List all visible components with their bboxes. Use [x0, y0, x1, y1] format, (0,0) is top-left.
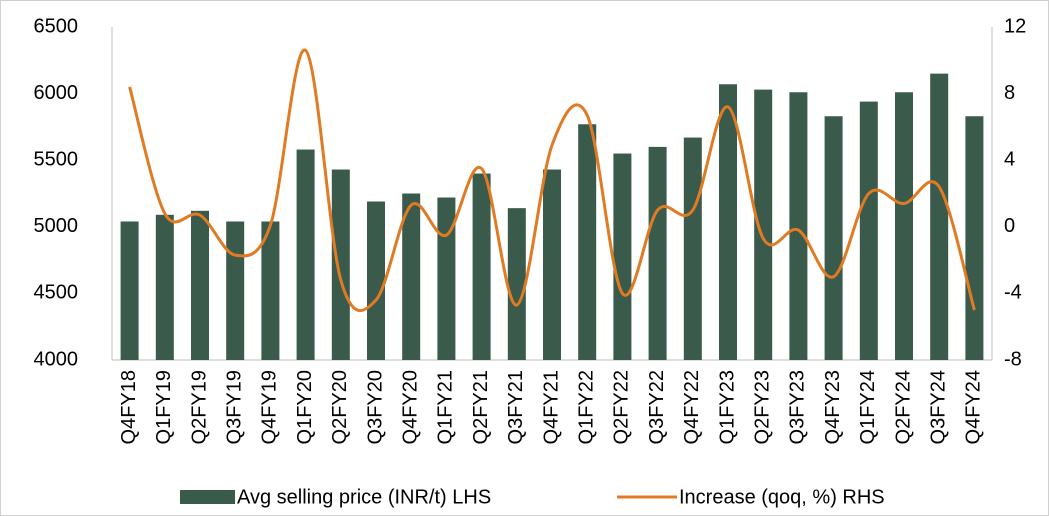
bar [895, 92, 913, 360]
x-tick-label: Q4FY23 [822, 370, 844, 444]
bar [155, 214, 174, 360]
bar [859, 101, 878, 360]
legend-label: Avg selling price (INR/t) LHS [237, 486, 491, 508]
y-tick-label: 4500 [34, 282, 79, 304]
bar [331, 169, 350, 360]
x-tick-label: Q2FY23 [751, 370, 773, 444]
x-tick-label: Q2FY22 [611, 370, 633, 444]
bar [683, 137, 702, 360]
x-tick-label: Q1FY20 [294, 370, 316, 444]
y2-tick-label: 4 [1004, 148, 1015, 170]
bar [507, 208, 526, 360]
y-tick-label: 6500 [34, 15, 79, 37]
y-tick-label: 5500 [34, 148, 79, 170]
x-tick-label: Q4FY21 [540, 370, 562, 444]
bar [578, 124, 597, 361]
x-tick-label: Q1FY23 [716, 370, 738, 444]
y2-tick-label: 12 [1004, 15, 1026, 37]
legend-label: Increase (qoq, %) RHS [679, 486, 885, 508]
bar [367, 201, 385, 360]
x-tick-label: Q3FY21 [505, 370, 527, 444]
bar [191, 210, 209, 360]
x-tick-label: Q3FY24 [927, 370, 949, 444]
y2-tick-label: -4 [1004, 282, 1022, 304]
bar [261, 221, 280, 360]
x-tick-label: Q4FY22 [681, 370, 703, 444]
bar [789, 92, 808, 360]
bar [437, 197, 456, 360]
x-tick-label: Q3FY19 [223, 370, 245, 444]
bar [719, 84, 737, 360]
y2-tick-label: 0 [1004, 215, 1015, 237]
x-tick-label: Q3FY22 [646, 370, 668, 444]
x-tick-label: Q1FY24 [857, 370, 879, 444]
x-tick-label: Q3FY23 [787, 370, 809, 444]
x-tick-label: Q2FY21 [470, 370, 492, 444]
x-tick-label: Q4FY19 [259, 370, 281, 444]
bar [930, 73, 949, 361]
bar [226, 221, 245, 360]
x-tick-label: Q2FY24 [892, 370, 914, 444]
bar [543, 169, 561, 360]
x-tick-label: Q1FY19 [153, 370, 175, 444]
x-tick-label: Q3FY20 [364, 370, 386, 444]
x-tick-label: Q4FY24 [963, 370, 985, 444]
legend-swatch [180, 490, 235, 504]
bar [824, 116, 843, 360]
x-tick-label: Q4FY20 [399, 370, 421, 444]
bar [402, 193, 421, 360]
bar [296, 149, 315, 360]
y2-tick-label: 8 [1004, 82, 1015, 104]
y-tick-label: 5000 [34, 215, 79, 237]
bar [613, 153, 632, 360]
bar [472, 173, 491, 360]
x-tick-label: Q1FY21 [435, 370, 457, 444]
bar [120, 221, 139, 360]
x-tick-label: Q1FY22 [575, 370, 597, 444]
y-tick-label: 6000 [34, 82, 79, 104]
y2-tick-label: -8 [1004, 348, 1022, 370]
line [128, 48, 976, 313]
x-tick-label: Q2FY20 [329, 370, 351, 444]
x-tick-label: Q2FY19 [188, 370, 210, 444]
bar [648, 146, 667, 360]
y-tick-label: 4000 [34, 348, 79, 370]
x-tick-label: Q4FY18 [118, 370, 140, 444]
bar [754, 89, 773, 360]
bar [965, 116, 984, 360]
